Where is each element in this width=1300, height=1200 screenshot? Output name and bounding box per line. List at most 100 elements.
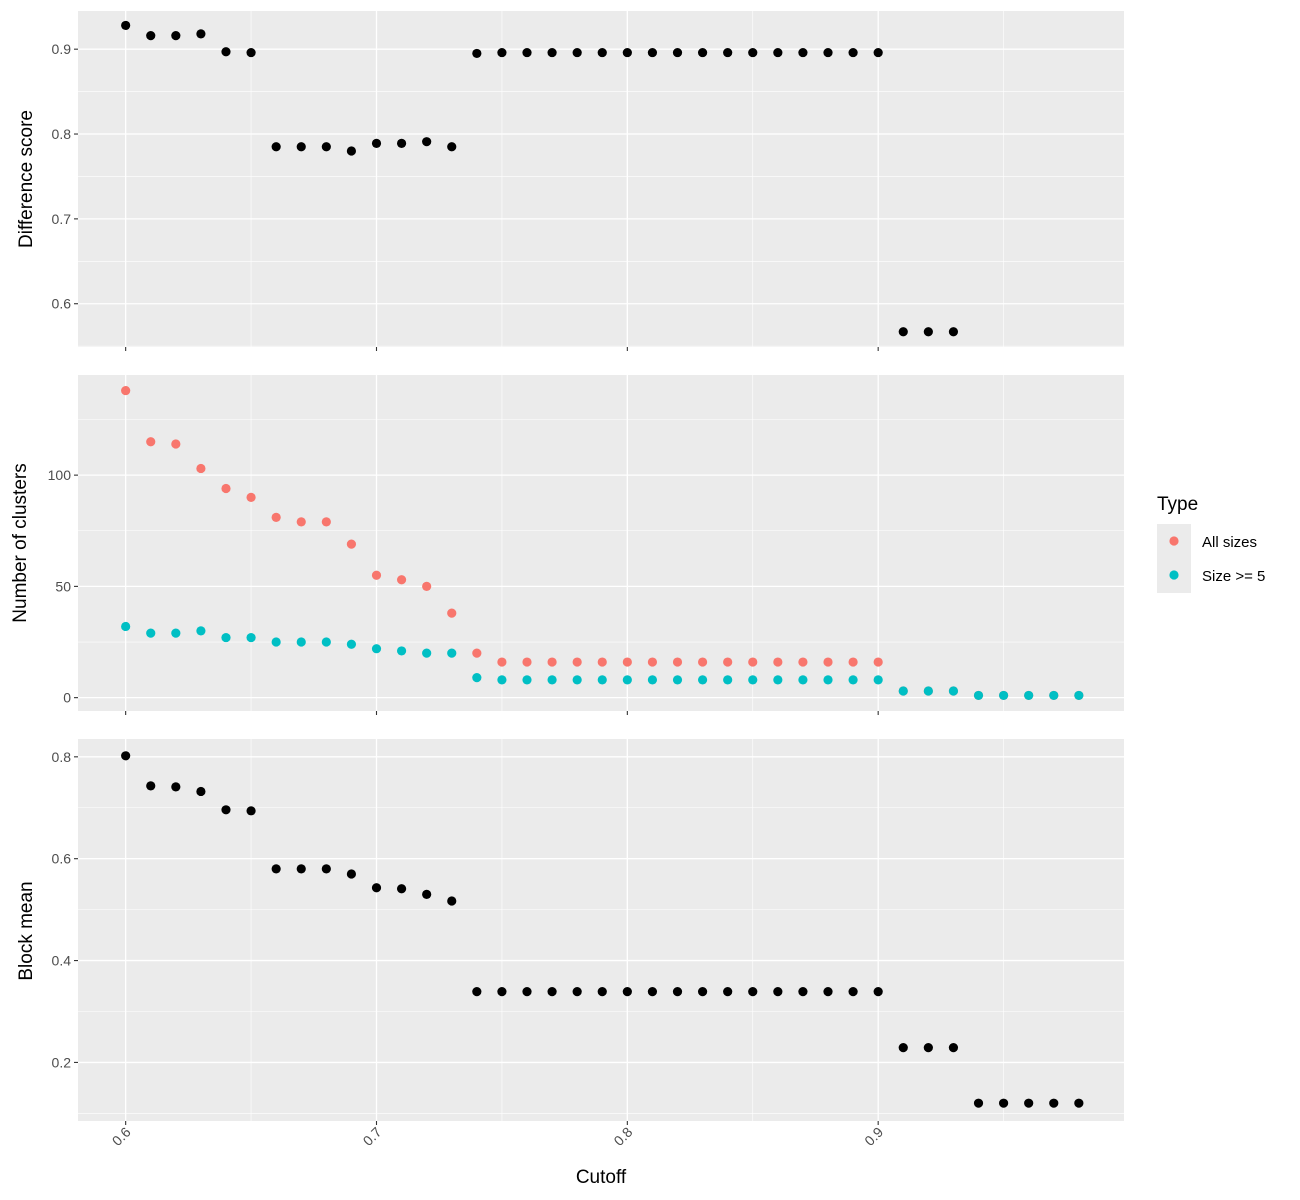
data-point xyxy=(597,657,607,667)
data-point xyxy=(246,632,256,643)
data-point xyxy=(271,637,281,647)
data-point xyxy=(221,805,231,815)
data-point xyxy=(597,675,607,685)
data-point xyxy=(622,675,632,685)
data-point xyxy=(823,675,833,685)
data-point xyxy=(396,138,407,148)
data-point xyxy=(221,47,231,57)
data-point xyxy=(422,581,432,591)
data-point xyxy=(472,648,482,658)
data-point xyxy=(647,47,658,58)
legend-title: Type xyxy=(1157,494,1198,515)
data-point xyxy=(572,47,582,58)
data-point xyxy=(497,987,507,997)
data-point xyxy=(597,47,607,58)
data-point xyxy=(321,517,331,527)
data-point xyxy=(723,657,733,667)
data-point xyxy=(371,570,382,580)
data-point xyxy=(346,146,357,156)
data-point xyxy=(597,987,607,997)
data-point xyxy=(923,1043,933,1053)
data-point xyxy=(622,987,632,997)
data-point xyxy=(1049,1098,1059,1108)
data-point xyxy=(296,142,306,152)
data-point xyxy=(723,987,733,997)
data-point xyxy=(647,987,658,997)
data-point xyxy=(622,657,632,667)
data-point xyxy=(196,29,206,39)
data-point xyxy=(547,675,557,685)
data-point xyxy=(773,657,783,667)
data-point xyxy=(923,686,933,696)
panel-background xyxy=(78,11,1124,347)
data-point xyxy=(447,648,457,658)
data-point xyxy=(647,675,658,685)
y-tick-label: 0.2 xyxy=(52,1054,72,1070)
data-point xyxy=(321,864,331,874)
x-axis-title: Cutoff xyxy=(576,1167,627,1188)
data-point xyxy=(898,327,908,337)
data-point xyxy=(798,675,808,685)
data-point xyxy=(697,675,708,685)
y-tick-label: 0.6 xyxy=(52,851,72,867)
data-point xyxy=(522,657,532,667)
data-point xyxy=(898,1043,908,1053)
data-point xyxy=(246,47,256,58)
data-point xyxy=(447,142,457,152)
data-point xyxy=(447,896,457,906)
data-point xyxy=(121,20,131,31)
data-point xyxy=(121,385,131,396)
data-point xyxy=(773,987,783,997)
data-point xyxy=(1074,1098,1084,1108)
data-point xyxy=(196,626,206,636)
data-point xyxy=(497,675,507,685)
y-tick-label: 100 xyxy=(48,467,72,483)
data-point xyxy=(547,47,557,58)
data-point xyxy=(422,889,432,899)
data-point xyxy=(171,439,181,449)
data-point xyxy=(672,987,683,997)
data-point xyxy=(371,644,382,654)
data-point xyxy=(196,786,206,797)
data-point xyxy=(271,864,281,874)
data-point xyxy=(221,483,231,494)
y-axis-title-difference-score: Difference score xyxy=(16,110,37,248)
data-point xyxy=(672,47,683,58)
data-point xyxy=(396,575,407,585)
y-tick-label: 0.7 xyxy=(52,211,72,227)
data-point xyxy=(873,675,883,685)
data-point xyxy=(321,142,331,152)
data-point xyxy=(948,686,959,696)
data-point xyxy=(171,782,181,792)
data-point xyxy=(798,657,808,667)
data-point xyxy=(547,987,557,997)
data-point xyxy=(923,327,933,337)
data-point xyxy=(121,751,131,761)
data-point xyxy=(572,675,582,685)
legend-key-size-ge-5 xyxy=(1169,570,1179,580)
data-point xyxy=(848,675,858,685)
data-point xyxy=(522,675,532,685)
y-tick-label: 0.8 xyxy=(52,749,72,765)
data-point xyxy=(271,142,281,152)
data-point xyxy=(522,987,532,997)
data-point xyxy=(472,987,482,997)
data-point xyxy=(672,675,683,685)
data-point xyxy=(622,47,632,58)
data-point xyxy=(973,690,984,701)
data-point xyxy=(723,675,733,685)
data-point xyxy=(697,987,708,997)
data-point xyxy=(873,47,883,58)
data-point xyxy=(246,492,256,502)
data-point xyxy=(948,1043,959,1053)
data-point xyxy=(748,47,758,58)
data-point xyxy=(497,657,507,667)
data-point xyxy=(798,987,808,997)
data-point xyxy=(748,675,758,685)
data-point xyxy=(296,637,306,647)
data-point xyxy=(773,675,783,685)
data-point xyxy=(146,437,156,447)
legend-label-all-sizes: All sizes xyxy=(1202,534,1257,551)
data-point xyxy=(146,628,156,638)
